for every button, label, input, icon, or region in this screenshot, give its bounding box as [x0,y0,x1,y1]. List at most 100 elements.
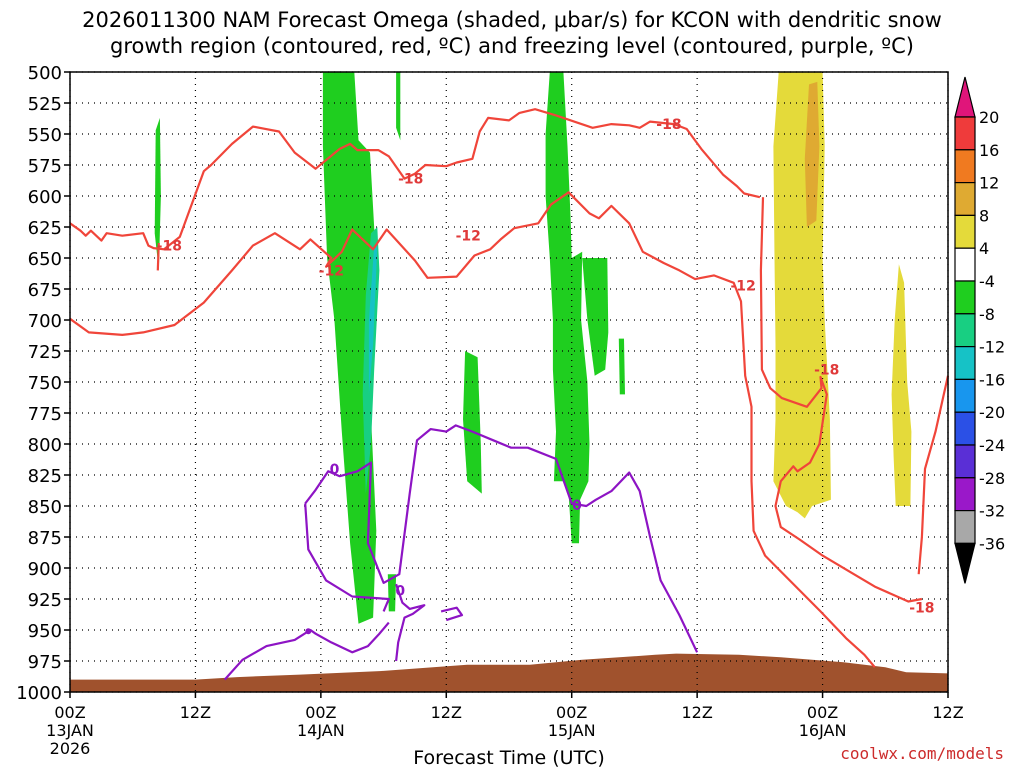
y-tick-label-750: 750 [28,373,62,394]
colorbar-label-10: -24 [979,436,1005,455]
omega-shading-8 [582,258,609,376]
contour-label-8: 0 [330,462,340,478]
contour-label-2: -18 [656,117,681,133]
y-tick-label-625: 625 [28,218,62,239]
x-tick-sublabel-48-0: 15JAN [548,721,596,740]
contour-line-2 [69,191,876,668]
y-tick-label-975: 975 [28,652,62,673]
y-tick-label-650: 650 [28,249,62,270]
y-tick-label-850: 850 [28,497,62,518]
x-tick-label-48: 00Z [556,703,587,722]
colorbar-bin-7 [954,346,976,381]
x-tick-label-84: 12Z [932,703,963,722]
y-tick-label-525: 525 [28,94,62,115]
contour-line-7 [395,583,426,662]
y-tick-label-575: 575 [28,156,62,177]
colorbar-bin-4 [954,247,976,282]
colorbar-label-8: -16 [979,370,1005,389]
colorbar-label-6: -8 [979,305,995,324]
colorbar-bin-6 [954,313,976,348]
contour-label-6: -12 [456,229,481,245]
colorbar-bin-9 [954,411,976,446]
colorbar-label-9: -20 [979,403,1005,422]
colorbar-bin-2 [954,182,976,217]
contour-line-3 [759,197,923,603]
y-tick-label-1000: 1000 [16,683,62,704]
omega-shading-3 [387,574,397,612]
site-credit[interactable]: coolwx.com/models [840,744,1004,763]
contour-line-1 [156,243,160,271]
colorbar-bin-0 [954,116,976,151]
colorbar-bin-12 [954,510,976,545]
x-tick-sublabel-0-1: 2026 [50,739,91,758]
contour-line-9 [223,621,390,681]
contour-line-5 [304,424,699,653]
contour-label-5: -12 [319,263,344,279]
colorbar-label-5: -4 [979,272,995,291]
colorbar-label-4: 4 [979,239,989,258]
omega-shading-6 [463,351,482,494]
colorbar-top-arrow [954,76,976,118]
contour-label-1: -18 [398,172,423,188]
x-tick-sublabel-72-0: 16JAN [799,721,847,740]
y-tick-label-675: 675 [28,280,62,301]
freezing-level-marker [305,628,312,635]
colorbar-bin-11 [954,477,976,512]
y-tick-label-725: 725 [28,342,62,363]
colorbar-label-11: -28 [979,469,1005,488]
omega-shading-12 [891,264,912,506]
colorbar-label-12: -32 [979,502,1005,521]
y-tick-label-700: 700 [28,311,62,332]
contour-label-4: -18 [909,601,934,617]
colorbar-bin-8 [954,378,976,413]
contour-line-4 [917,375,950,575]
x-tick-sublabel-24-0: 14JAN [297,721,345,740]
x-tick-label-24: 00Z [305,703,336,722]
y-tick-label-500: 500 [28,63,62,84]
x-tick-label-60: 12Z [681,703,712,722]
colorbar-label-2: 12 [979,174,999,193]
y-tick-label-875: 875 [28,528,62,549]
y-tick-label-900: 900 [28,559,62,580]
chart-title-line-2: growth region (contoured, red, ºC) and f… [110,34,914,58]
x-axis-title: Forecast Time (UTC) [413,747,604,768]
omega-shading-5 [368,245,378,395]
omega-shading-2 [396,72,401,141]
y-tick-label-825: 825 [28,466,62,487]
colorbar-label-1: 16 [979,141,999,160]
colorbar-label-3: 8 [979,206,989,225]
contour-label-3: -18 [814,363,839,379]
contour-line-6 [304,503,390,612]
x-tick-label-0: 00Z [54,703,85,722]
colorbar-label-0: 20 [979,108,999,127]
x-tick-label-36: 12Z [431,703,462,722]
y-tick-label-925: 925 [28,590,62,611]
colorbar-bin-3 [954,214,976,249]
y-tick-label-950: 950 [28,621,62,642]
omega-shading-7 [545,72,590,544]
omega-shading-0 [154,117,161,271]
y-tick-label-775: 775 [28,404,62,425]
contour-label-0: -18 [157,239,182,255]
x-tick-label-72: 00Z [807,703,838,722]
contour-label-9: 0 [395,583,405,599]
colorbar-label-7: -12 [979,338,1005,357]
omega-shading-11 [804,81,820,228]
y-tick-label-600: 600 [28,187,62,208]
x-tick-label-12: 12Z [180,703,211,722]
omega-shading-1 [322,72,377,624]
colorbar-bin-1 [954,149,976,184]
y-tick-label-800: 800 [28,435,62,456]
x-tick-sublabel-0-0: 13JAN [46,721,94,740]
contour-line-0 [69,108,761,251]
omega-shading-9 [618,338,625,395]
colorbar-bin-5 [954,280,976,315]
colorbar-label-13: -36 [979,534,1005,553]
contour-label-10: 0 [572,498,582,514]
y-tick-label-550: 550 [28,125,62,146]
terrain-fill [70,653,948,692]
colorbar-bottom-arrow [954,542,976,584]
contour-line-8 [440,606,464,622]
colorbar-bin-10 [954,444,976,479]
